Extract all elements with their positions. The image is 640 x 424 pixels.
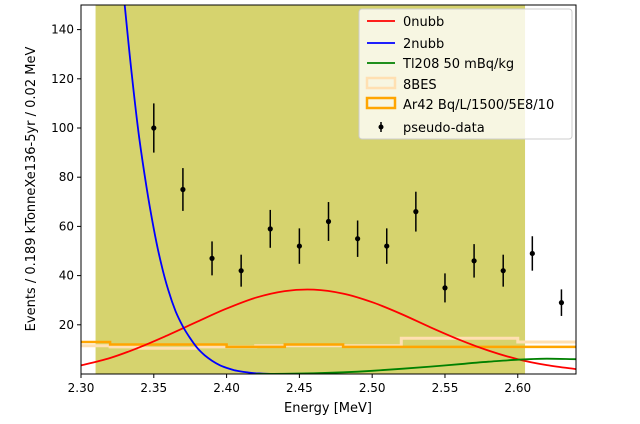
curve-tl208-50-mbq-kg	[255, 357, 576, 374]
data-marker	[413, 209, 419, 215]
x-tick-label: 2.35	[140, 381, 167, 395]
x-tick-label: 2.45	[286, 381, 313, 395]
legend-swatch-ar42	[365, 96, 397, 110]
legend-box	[358, 8, 573, 140]
legend-swatch-8bes	[365, 76, 397, 90]
y-tick-label: 40	[59, 269, 74, 283]
legend-label-2nubb: 2nubb	[403, 37, 444, 52]
pseudo-data-point	[180, 168, 186, 211]
pseudo-data-point	[529, 236, 535, 271]
y-tick-label: 60	[59, 219, 74, 233]
data-marker	[442, 285, 448, 291]
curve-0nubb	[81, 288, 576, 370]
data-marker	[500, 268, 506, 274]
data-marker	[209, 255, 215, 261]
pseudo-data-point	[325, 202, 332, 241]
legend-label-pseudo-data: pseudo-data	[403, 121, 485, 136]
y-axis-label: Events / 0.189 kTonneXe136-5yr / 0.02 Me…	[24, 47, 39, 332]
data-marker	[471, 258, 477, 264]
pseudo-data-point	[500, 254, 506, 287]
y-tick-label: 140	[51, 23, 74, 37]
y-tick-label: 120	[51, 72, 74, 86]
pseudo-data-point	[471, 244, 477, 278]
pseudo-data-point	[209, 241, 215, 276]
pseudo-data-point	[413, 191, 419, 232]
pseudo-data-point	[355, 220, 361, 257]
pseudo-data-point	[296, 228, 302, 264]
legend-label-ar42: Ar42 Bq/L/1500/5E8/10	[403, 98, 554, 113]
plot-frame	[80, 4, 577, 375]
x-tick-label: 2.50	[359, 381, 386, 395]
data-marker	[325, 218, 332, 225]
data-marker	[151, 125, 157, 131]
x-tick-label: 2.30	[68, 381, 95, 395]
pseudo-data-point	[151, 103, 157, 153]
y-tick-label: 80	[59, 170, 74, 184]
y-tick-label: 20	[59, 318, 74, 332]
legend-label-0nubb: 0nubb	[403, 15, 444, 30]
data-marker	[558, 300, 565, 306]
pseudo-data-point	[238, 254, 244, 287]
legend-swatch-pseudo-data-marker	[378, 124, 384, 130]
x-tick-label: 2.55	[432, 381, 459, 395]
legend: 0nubb 2nubb Tl208 50 mBq/kg 8BES Ar42 Bq…	[358, 8, 573, 140]
legend-label-tl208: Tl208 50 mBq/kg	[402, 57, 514, 72]
data-marker	[296, 243, 302, 249]
data-marker	[180, 186, 186, 193]
step-series-ar42-bq-l-1500-5e8-10	[81, 340, 576, 349]
y-tick-label: 100	[51, 121, 74, 135]
pseudo-data-point	[558, 289, 565, 316]
data-marker	[267, 226, 273, 232]
x-tick-label: 2.60	[504, 381, 531, 395]
data-marker	[355, 236, 361, 242]
data-marker	[384, 243, 390, 249]
data-marker	[238, 268, 244, 274]
pseudo-data-point	[442, 273, 448, 303]
x-axis-label: Energy [MeV]	[284, 401, 372, 416]
pseudo-data-point	[267, 209, 273, 248]
pseudo-data-point	[384, 228, 390, 264]
legend-label-8bes: 8BES	[403, 78, 437, 93]
x-tick-label: 2.40	[213, 381, 240, 395]
data-marker	[529, 250, 535, 257]
curve-2nubb	[123, 5, 278, 374]
